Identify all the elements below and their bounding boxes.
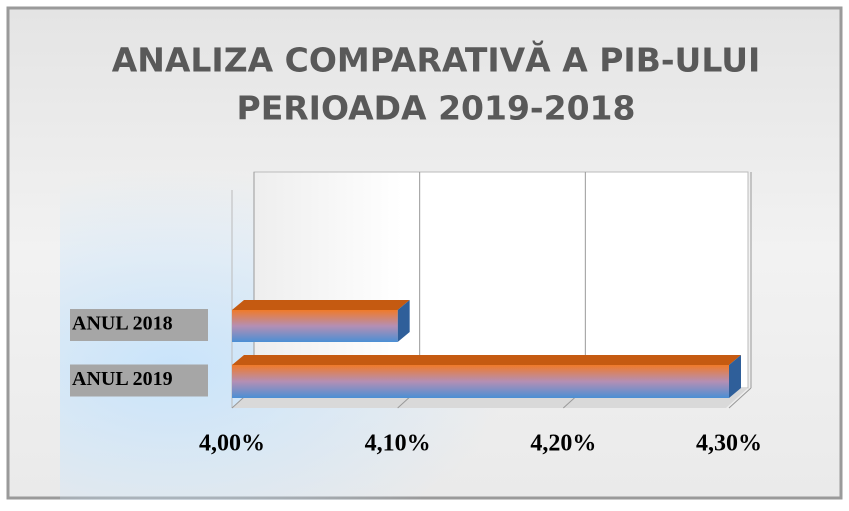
x-tick-label: 4,30% bbox=[696, 431, 762, 457]
x-tick-label: 4,20% bbox=[530, 431, 596, 457]
bar-top bbox=[232, 300, 410, 310]
x-tick-label: 4,10% bbox=[365, 431, 431, 457]
chart-title: PERIOADA 2019-2018 bbox=[237, 89, 636, 128]
bar-side bbox=[729, 355, 741, 398]
x-tick-label: 4,00% bbox=[199, 431, 265, 457]
category-label-bg bbox=[70, 309, 208, 341]
category-label-bg bbox=[70, 364, 208, 397]
bar-top bbox=[232, 355, 741, 365]
bar bbox=[232, 365, 729, 398]
category-label: ANUL 2019 bbox=[72, 368, 173, 390]
bar-side bbox=[397, 300, 410, 342]
bar bbox=[232, 310, 398, 342]
category-label: ANUL 2018 bbox=[72, 313, 173, 335]
chart-title: ANALIZA COMPARATIVĂ A PIB-ULUI bbox=[112, 40, 761, 80]
grid-line bbox=[728, 387, 752, 409]
back-wall bbox=[253, 171, 749, 389]
